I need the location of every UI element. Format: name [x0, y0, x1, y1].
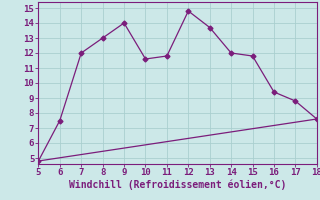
X-axis label: Windchill (Refroidissement éolien,°C): Windchill (Refroidissement éolien,°C)	[69, 180, 286, 190]
